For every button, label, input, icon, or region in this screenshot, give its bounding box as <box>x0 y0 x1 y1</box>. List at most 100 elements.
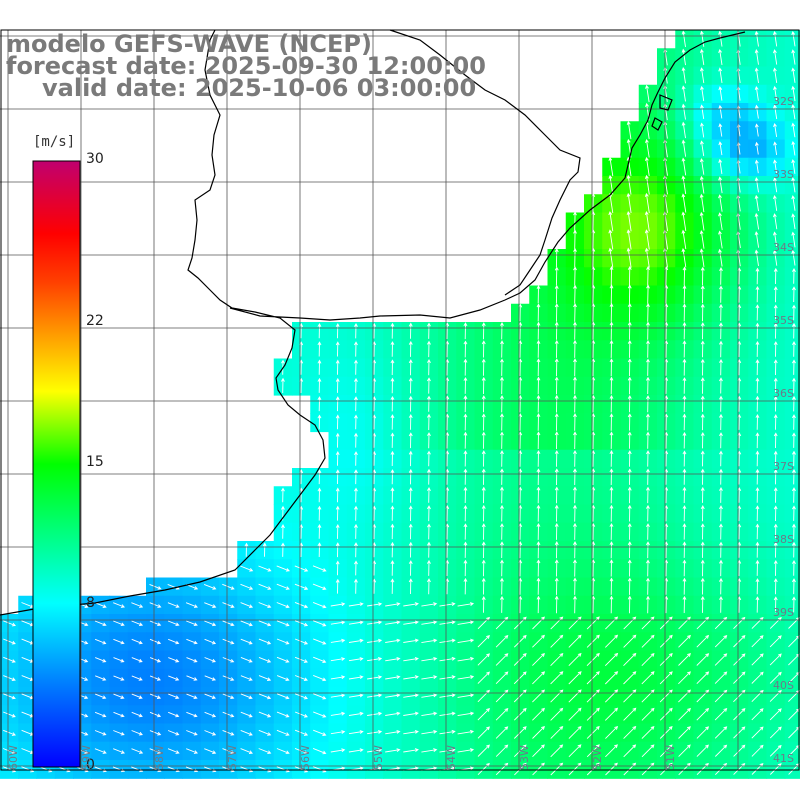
wind-arrow <box>623 671 637 685</box>
wind-arrow <box>646 523 650 540</box>
wind-cell <box>584 687 603 706</box>
wind-arrow <box>335 560 340 576</box>
wind-arrow <box>773 159 778 174</box>
wind-arrow <box>751 708 764 721</box>
wind-arrow <box>403 711 419 716</box>
wind-arrow <box>682 377 687 394</box>
wind-arrow <box>495 671 509 685</box>
wind-arrow <box>186 748 198 754</box>
wind-arrow <box>700 468 705 485</box>
wind-arrow <box>500 358 504 376</box>
wind-cell <box>693 760 713 779</box>
wind-arrow <box>627 358 632 377</box>
wind-arrow <box>792 541 796 558</box>
wind-arrow <box>186 620 198 627</box>
wind-arrow <box>240 602 254 609</box>
wind-arrow <box>568 616 582 630</box>
wind-arrow <box>772 67 778 83</box>
wind-arrow <box>609 413 614 431</box>
wind-arrow <box>644 210 650 232</box>
wind-arrow <box>733 726 746 739</box>
wind-arrow <box>682 505 687 522</box>
wind-arrow <box>659 707 673 721</box>
wind-arrow <box>682 559 687 577</box>
wind-cell <box>638 668 658 688</box>
wind-arrow <box>385 748 401 753</box>
wind-arrow <box>700 486 705 503</box>
wind-arrow <box>317 505 322 521</box>
wind-arrow <box>682 523 687 540</box>
wind-arrow <box>463 322 468 340</box>
wind-arrow <box>390 505 395 521</box>
wind-cell <box>784 541 800 560</box>
wind-arrow <box>536 486 541 504</box>
wind-arrow <box>550 726 564 739</box>
wind-arrow <box>733 689 746 703</box>
wind-arrow <box>495 726 509 739</box>
wind-cell <box>511 687 530 706</box>
wind-arrow <box>408 432 413 449</box>
wind-arrow <box>439 693 456 698</box>
wind-arrow <box>719 596 723 613</box>
wind-arrow <box>481 395 486 413</box>
wind-cell <box>784 413 800 433</box>
wind-arrow <box>463 376 468 394</box>
wind-arrow <box>604 671 619 685</box>
wind-arrow <box>313 711 327 718</box>
wind-arrow <box>500 486 504 504</box>
wind-arrow <box>641 634 655 648</box>
wind-cell <box>784 449 800 469</box>
wind-arrow <box>573 394 577 413</box>
wind-arrow <box>421 693 438 698</box>
wind-cell <box>620 650 640 670</box>
wind-arrow <box>258 602 272 609</box>
wind-arrow <box>605 762 618 776</box>
wind-arrow <box>700 340 705 358</box>
wind-arrow <box>536 394 541 413</box>
wind-arrow <box>609 450 614 467</box>
wind-arrow <box>682 450 687 467</box>
wind-arrow <box>699 48 705 66</box>
wind-arrow <box>244 542 249 557</box>
wind-arrow <box>481 595 486 613</box>
wind-arrow <box>586 652 600 667</box>
wind-arrow <box>573 577 577 595</box>
wind-arrow <box>609 321 614 340</box>
wind-arrow <box>754 159 759 174</box>
wind-arrow <box>700 395 705 412</box>
wind-arrow <box>627 431 632 449</box>
wind-arrow <box>276 729 290 736</box>
wind-arrow <box>773 468 778 485</box>
wind-arrow <box>755 559 760 576</box>
wind-arrow <box>623 652 637 667</box>
wind-cell <box>784 650 800 670</box>
wind-arrow <box>792 596 796 613</box>
wind-arrow <box>185 602 198 608</box>
wind-arrow <box>755 596 760 613</box>
wind-arrow <box>791 177 796 193</box>
wind-arrow <box>554 431 559 450</box>
wind-arrow <box>646 284 650 304</box>
wind-arrow <box>313 729 327 736</box>
wind-arrow <box>481 468 486 485</box>
wind-arrow <box>335 578 340 594</box>
wind-arrow <box>755 487 760 503</box>
wind-arrow <box>276 565 290 572</box>
wind-arrow <box>791 67 796 83</box>
wind-arrow <box>335 487 340 503</box>
wind-arrow <box>573 468 577 486</box>
wind-arrow <box>573 431 577 450</box>
wind-arrow <box>773 395 778 412</box>
wind-arrow <box>700 577 705 595</box>
wind-arrow <box>222 711 235 718</box>
wind-arrow <box>204 693 216 700</box>
wind-arrow <box>568 744 582 758</box>
wind-arrow <box>586 671 600 685</box>
wind-arrow <box>646 450 650 467</box>
wind-arrow <box>204 602 217 608</box>
wind-arrow <box>427 322 431 339</box>
wind-arrow <box>755 541 760 558</box>
wind-arrow <box>719 303 723 321</box>
wind-arrow <box>281 542 285 557</box>
wind-arrow <box>390 523 395 540</box>
